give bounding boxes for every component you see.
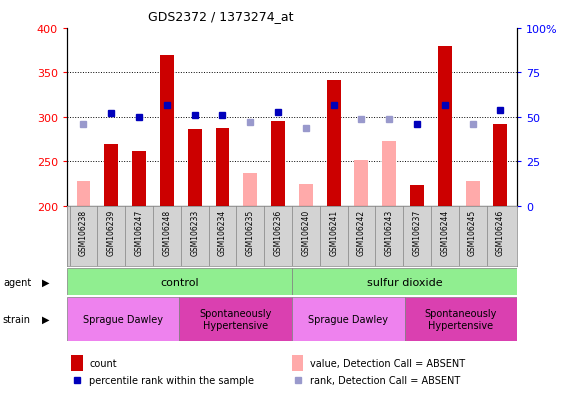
Text: GSM106241: GSM106241 [329, 209, 338, 256]
Bar [160, 56, 174, 206]
Bar [382, 142, 396, 206]
Bar [292, 355, 303, 371]
Text: GSM106233: GSM106233 [190, 209, 199, 256]
Text: Sprague Dawley: Sprague Dawley [83, 314, 163, 324]
Text: ▶: ▶ [42, 314, 49, 324]
Text: GSM106243: GSM106243 [385, 209, 394, 256]
Text: ▶: ▶ [42, 277, 49, 287]
Text: GSM106235: GSM106235 [246, 209, 254, 256]
Bar [77, 182, 91, 206]
Bar [271, 121, 285, 206]
Text: GSM106246: GSM106246 [496, 209, 505, 256]
Bar [354, 160, 368, 206]
Text: control: control [160, 277, 199, 287]
Bar [67, 297, 180, 341]
Text: sulfur dioxide: sulfur dioxide [367, 277, 442, 287]
Bar [292, 268, 517, 295]
Text: GSM106245: GSM106245 [468, 209, 477, 256]
Bar [438, 47, 452, 207]
Text: GSM106240: GSM106240 [302, 209, 310, 256]
Bar [493, 125, 507, 206]
Bar [404, 297, 517, 341]
Bar [188, 129, 202, 206]
Text: GSM106238: GSM106238 [79, 209, 88, 256]
Bar [180, 297, 292, 341]
Text: GSM106239: GSM106239 [107, 209, 116, 256]
Bar [71, 355, 83, 371]
Text: Spontaneously
Hypertensive: Spontaneously Hypertensive [199, 308, 272, 330]
Bar [105, 145, 119, 206]
Text: percentile rank within the sample: percentile rank within the sample [89, 375, 254, 385]
Bar [67, 268, 292, 295]
Text: GSM106244: GSM106244 [440, 209, 449, 256]
Text: GSM106234: GSM106234 [218, 209, 227, 256]
Bar [243, 173, 257, 206]
Bar [327, 81, 340, 206]
Text: Spontaneously
Hypertensive: Spontaneously Hypertensive [425, 308, 497, 330]
Text: Sprague Dawley: Sprague Dawley [309, 314, 388, 324]
Bar [299, 184, 313, 206]
Bar [465, 182, 479, 206]
Bar [132, 152, 146, 206]
Text: GSM106242: GSM106242 [357, 209, 366, 256]
Text: value, Detection Call = ABSENT: value, Detection Call = ABSENT [310, 358, 465, 368]
Text: GDS2372 / 1373274_at: GDS2372 / 1373274_at [148, 10, 293, 23]
Bar [410, 185, 424, 206]
Text: rank, Detection Call = ABSENT: rank, Detection Call = ABSENT [310, 375, 460, 385]
Text: GSM106236: GSM106236 [274, 209, 282, 256]
Text: GSM106247: GSM106247 [135, 209, 144, 256]
Text: agent: agent [3, 277, 31, 287]
Bar [292, 297, 404, 341]
Text: GSM106237: GSM106237 [413, 209, 422, 256]
Text: strain: strain [3, 314, 31, 324]
Text: GSM106248: GSM106248 [162, 209, 171, 256]
Bar [216, 128, 229, 206]
Text: count: count [89, 358, 117, 368]
